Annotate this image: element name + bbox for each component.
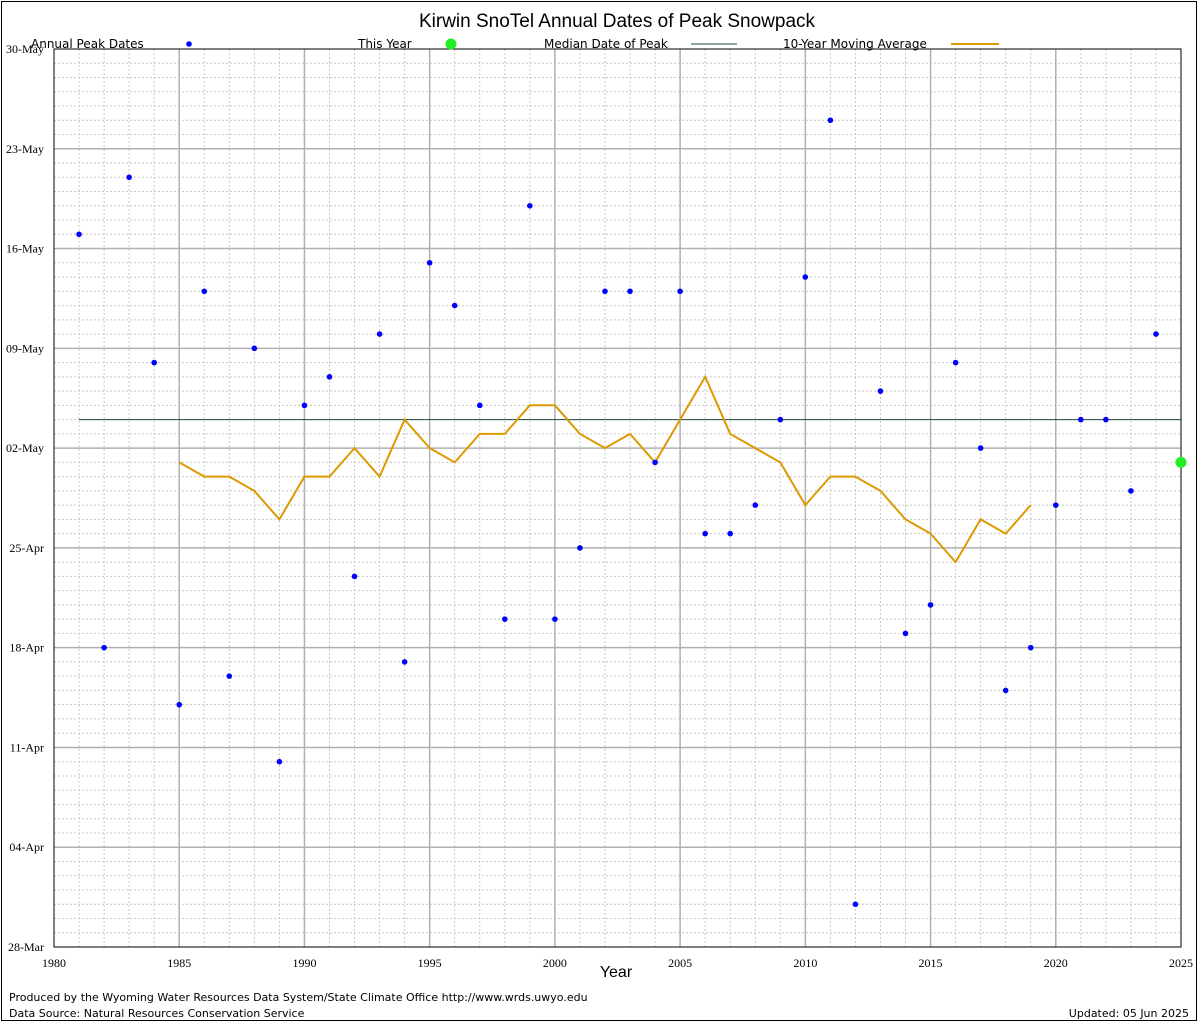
annual-peak-point [1078,416,1084,423]
annual-peak-point [426,260,433,266]
annual-peak-point [1002,687,1009,694]
y-tick-label: 28-Mar [8,940,44,954]
annual-peak-point [802,274,809,280]
annual-peak-point [927,602,934,608]
y-tick-label: 18-Apr [9,641,44,655]
annual-peak-point [577,545,583,551]
annual-peak-point [1128,488,1134,494]
annual-peak-point [1103,416,1109,423]
x-tick-labels: 1980 1985 1990 1995 2000 2005 2010 2015 2020 2025 [42,956,1193,970]
footer-data-source: Data Source: Natural Resources Conservat… [9,1007,305,1020]
annual-peak-point [627,288,633,295]
x-tick-label: 1990 [292,956,316,970]
minor-gridlines [54,49,1181,947]
y-tick-label: 11-Apr [10,740,44,754]
annual-peak-point [552,616,558,622]
legend-label-annual: Annual Peak Dates [31,37,144,51]
annual-peak-point [176,701,183,708]
legend: Annual Peak Dates This Year Median Date … [31,37,999,51]
x-tick-label: 1995 [418,956,442,970]
annual-peak-point [451,302,458,309]
legend-marker-this-year [445,38,457,50]
annual-peak-point [652,459,658,466]
y-tick-label: 04-Apr [9,840,44,854]
annual-peak-point [727,530,733,537]
annual-peak-point [101,644,107,651]
annual-peak-point [201,288,208,295]
this-year-point [1175,456,1187,468]
y-tick-label: 30-May [6,42,44,56]
annual-peak-point [251,345,258,352]
annual-peak-point [1027,644,1034,651]
y-tick-label: 16-May [6,242,44,256]
chart-title: Kirwin SnoTel Annual Dates of Peak Snowp… [419,11,816,32]
annual-peak-point [827,117,834,124]
annual-peak-point [151,359,157,366]
annual-peak-point [401,659,408,665]
legend-label-moving-average: 10-Year Moving Average [783,37,927,51]
annual-peak-point [76,231,82,238]
annual-peak-point [476,402,483,409]
x-tick-label: 2025 [1169,956,1193,970]
plot-area-border [53,48,1182,948]
annual-peak-point [351,573,358,580]
annual-peak-point [777,416,784,423]
footer-produced-by: Produced by the Wyoming Water Resources … [9,991,588,1004]
annual-peak-point [677,288,683,295]
annual-peak-point [376,331,383,337]
legend-marker-annual [186,41,192,47]
annual-peak-point [126,174,132,181]
annual-peak-point [952,359,959,366]
annual-peak-point [702,530,708,537]
annual-peak-point [226,673,233,679]
x-tick-label: 2010 [793,956,817,970]
annual-peak-point [877,388,884,394]
annual-peak-point [326,374,333,380]
annual-peak-point [1052,502,1059,508]
annual-peak-point [752,502,759,508]
y-tick-label: 23-May [6,142,44,156]
x-axis-label: Year [600,964,633,981]
y-tick-labels: 28-Mar 04-Apr 11-Apr 18-Apr 25-Apr 02-May 09-M… [6,42,44,954]
x-tick-label: 2015 [919,956,943,970]
annual-peak-point [902,630,909,637]
annual-peak-point [502,616,508,622]
annual-peak-point [1153,331,1159,337]
annual-peak-point [301,402,308,409]
x-tick-label: 1985 [167,956,191,970]
annual-peak-point [527,202,533,209]
annual-peak-point [852,901,859,908]
legend-label-this-year: This Year [357,37,412,51]
legend-label-median: Median Date of Peak [544,37,668,51]
y-tick-label: 02-May [6,441,44,455]
footer-updated: Updated: 05 Jun 2025 [1069,1007,1189,1020]
x-tick-label: 2000 [543,956,567,970]
y-tick-label: 25-Apr [9,541,44,555]
annual-peak-series [76,117,1159,908]
y-tick-label: 09-May [6,341,44,355]
x-tick-label: 2005 [668,956,692,970]
this-year-series [1175,456,1187,468]
annual-peak-point [276,758,283,765]
moving-average-series [178,374,1032,564]
annual-peak-point [602,288,608,295]
annual-peak-point [977,445,984,451]
x-tick-label: 1980 [42,956,66,970]
moving-average-line [178,374,1032,564]
x-tick-label: 2020 [1044,956,1068,970]
major-gridlines [54,49,1181,947]
